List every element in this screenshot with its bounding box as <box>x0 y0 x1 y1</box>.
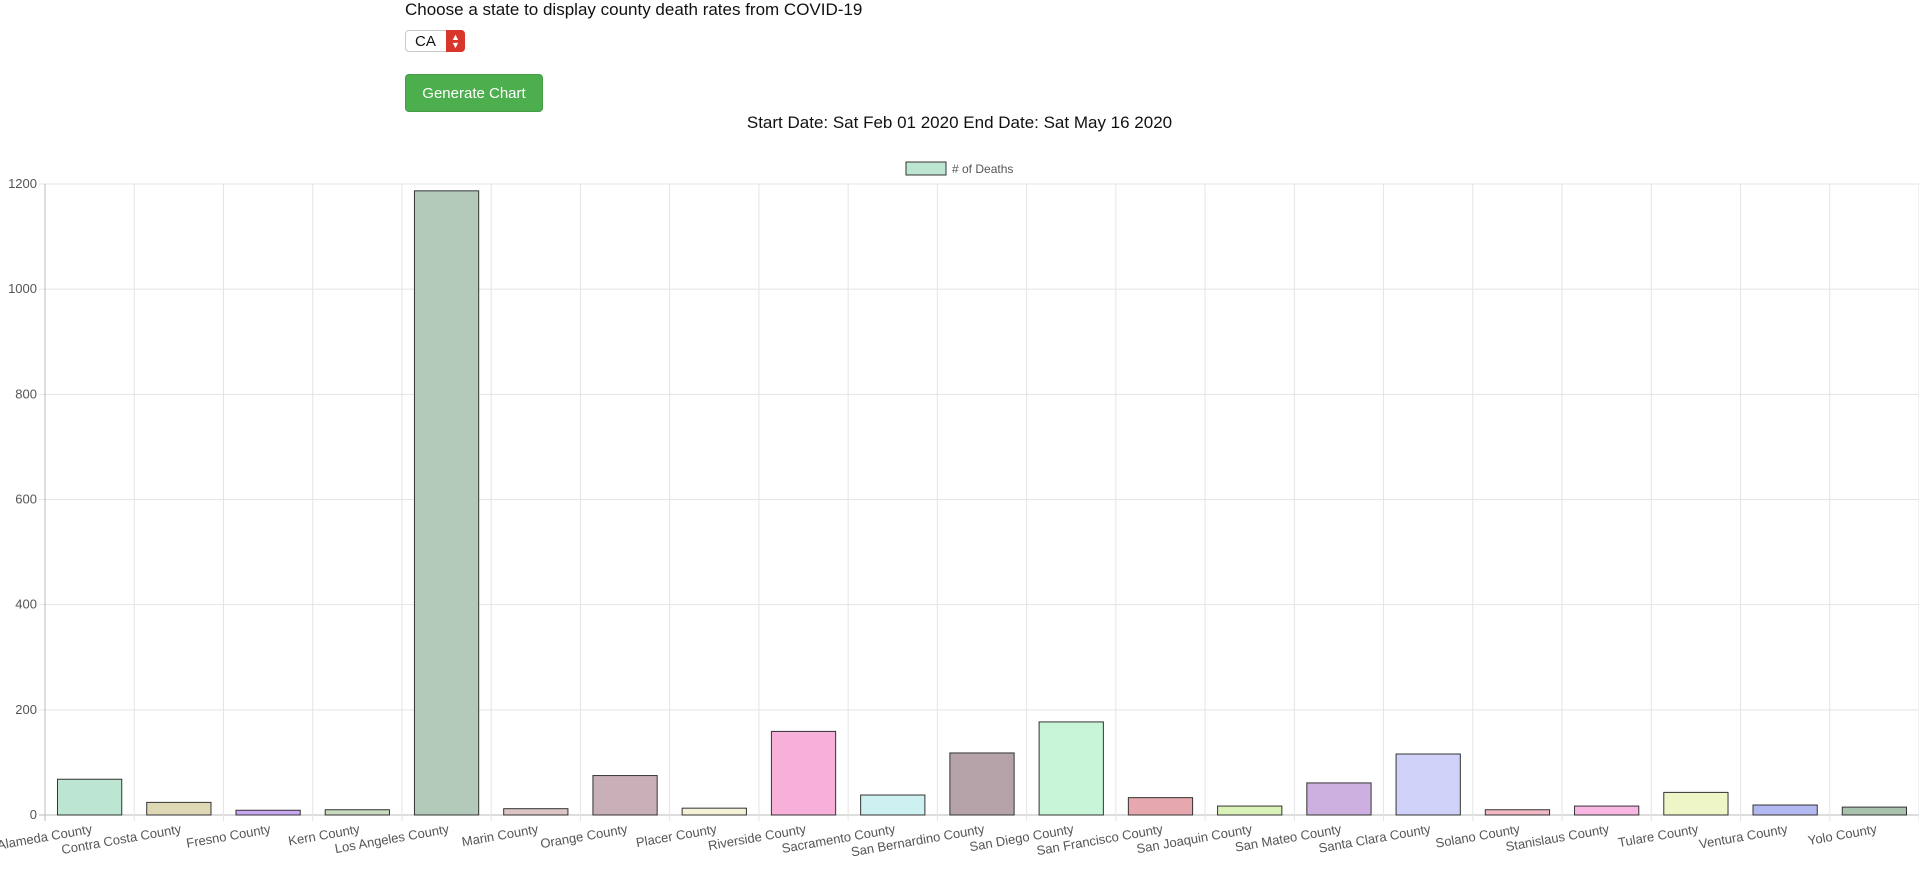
y-tick-label: 1200 <box>8 176 37 191</box>
x-tick-label: Stanislaus County <box>1504 821 1610 854</box>
bar <box>413 190 480 816</box>
bar <box>503 808 569 816</box>
bar <box>1395 753 1461 816</box>
x-tick-label: Yolo County <box>1807 821 1879 848</box>
bar <box>56 778 123 816</box>
bar <box>592 775 658 816</box>
bar <box>770 730 837 816</box>
bar <box>1752 804 1818 816</box>
date-range-label: Start Date: Sat Feb 01 2020 End Date: Sa… <box>746 113 1173 132</box>
chart-grid <box>39 183 1919 821</box>
bar-chart: # of Deaths 0 200 400 600 800 1000 1200 Alamed… <box>0 161 1919 859</box>
controls-panel: Choose a state to display county death r… <box>405 0 863 112</box>
y-tick-label: 600 <box>15 492 37 507</box>
y-tick-label: 200 <box>15 702 37 717</box>
bar <box>235 809 301 816</box>
bar <box>1306 782 1372 816</box>
y-tick-label: 0 <box>30 807 37 822</box>
x-tick-label: Tulare County <box>1617 821 1700 850</box>
bar <box>1038 721 1104 816</box>
bar <box>1841 806 1908 816</box>
bar <box>681 807 747 816</box>
x-tick-label: Fresno County <box>185 821 272 851</box>
state-prompt: Choose a state to display county death r… <box>405 0 863 19</box>
y-tick-label: 1000 <box>8 281 37 296</box>
bar <box>860 794 926 816</box>
x-tick-label: Ventura County <box>1698 821 1789 851</box>
x-tick-label: Marin County <box>461 821 540 849</box>
chart-bars <box>56 190 1908 816</box>
bar <box>324 809 390 816</box>
state-select[interactable]: CA ▲ ▼ <box>405 30 465 52</box>
bar <box>1484 809 1551 816</box>
y-tick-label: 400 <box>15 597 37 612</box>
y-tick-label: 800 <box>15 386 37 401</box>
state-select-value: CA <box>415 33 436 50</box>
bar <box>1127 797 1194 816</box>
x-tick-label: Orange County <box>539 821 629 851</box>
legend-label: # of Deaths <box>952 162 1013 176</box>
bar <box>1574 805 1640 816</box>
x-tick-label: Placer County <box>635 821 719 850</box>
generate-chart-button[interactable]: Generate Chart <box>405 74 543 112</box>
chart-legend: # of Deaths <box>905 161 1013 176</box>
legend-swatch <box>905 161 947 176</box>
bar <box>146 801 212 816</box>
chevron-up-down-icon[interactable]: ▲ ▼ <box>446 30 465 52</box>
bar <box>949 752 1015 816</box>
bar <box>1217 805 1283 816</box>
y-axis-ticks: 0 200 400 600 800 1000 1200 <box>8 176 37 822</box>
bar <box>1663 791 1729 816</box>
